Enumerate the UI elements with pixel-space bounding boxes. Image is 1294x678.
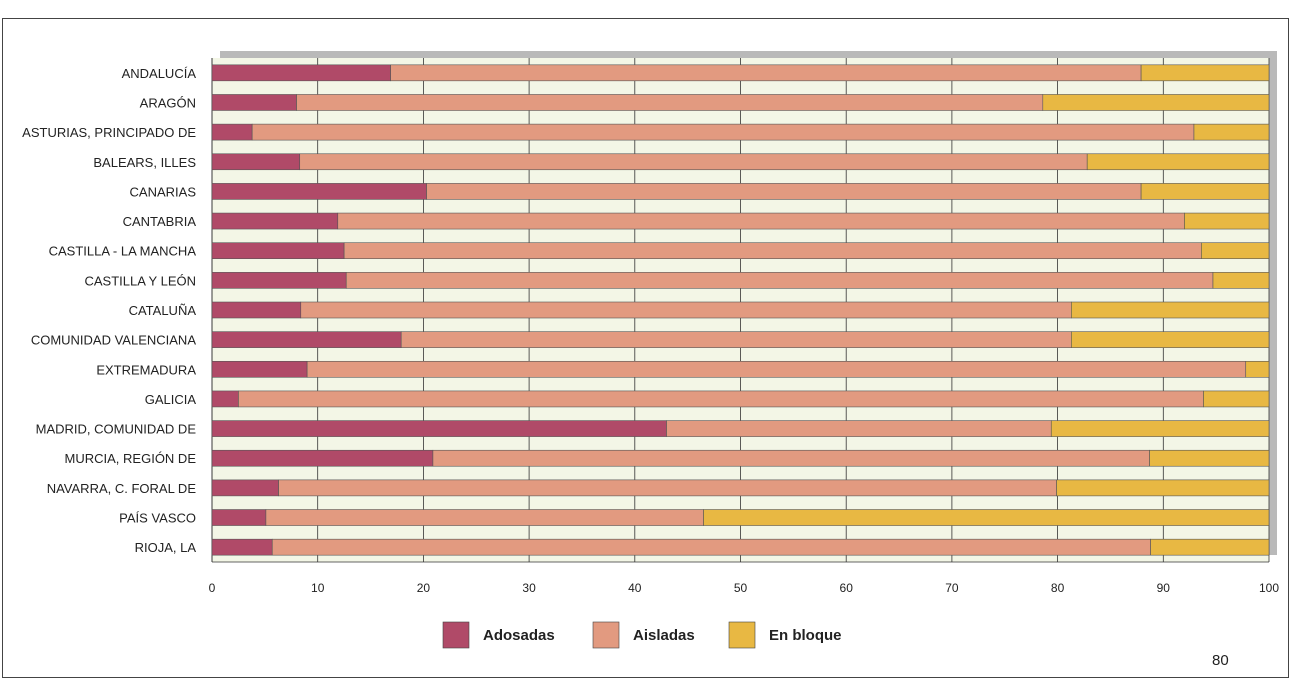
bar-en-bloque-1 (1042, 94, 1270, 111)
bar-aisladas-8 (300, 301, 1072, 319)
bar-aisladas-0 (390, 64, 1142, 82)
bar-en-bloque-16 (1150, 538, 1270, 556)
bar-adosadas-6 (211, 242, 345, 260)
category-label: RIOJA, LA (135, 540, 197, 555)
x-tick-labels: 0 10 20 30 40 50 60 70 80 90 100 (209, 581, 1280, 595)
category-label: ASTURIAS, PRINCIPADO DE (22, 125, 196, 140)
bar-en-bloque-12 (1050, 420, 1270, 437)
category-label: NAVARRA, C. FORAL DE (47, 481, 197, 496)
category-label: ARAGÓN (140, 95, 196, 110)
plot-shadow (220, 51, 1277, 555)
bar-aisladas-4 (426, 183, 1142, 200)
plot-shadow-top (220, 51, 1277, 58)
legend-swatch-0 (442, 621, 470, 649)
x-tick-label: 50 (734, 581, 748, 595)
bar-aisladas-7 (345, 272, 1214, 289)
bar-adosadas-0 (211, 64, 391, 82)
bar-aisladas-5 (337, 212, 1185, 230)
bar-aisladas-1 (296, 94, 1044, 111)
category-label: CANTABRIA (123, 214, 197, 229)
bar-adosadas-15 (211, 509, 267, 526)
x-tick-label: 0 (209, 581, 216, 595)
bars (211, 64, 1270, 556)
category-label: CASTILLA - LA MANCHA (49, 244, 197, 259)
bar-aisladas-16 (271, 538, 1151, 556)
bar-en-bloque-15 (703, 509, 1270, 526)
bar-aisladas-3 (299, 153, 1088, 171)
category-label: EXTREMADURA (96, 362, 196, 377)
bar-adosadas-1 (211, 94, 297, 111)
legend-label: Adosadas (483, 627, 555, 644)
bar-en-bloque-8 (1071, 301, 1270, 319)
category-labels: ANDALUCÍA ARAGÓN ASTURIAS, PRINCIPADO DE BA… (22, 66, 196, 555)
bar-aisladas-12 (666, 420, 1052, 437)
bar-en-bloque-5 (1184, 212, 1270, 230)
plot-shadow-right (1269, 51, 1277, 555)
category-label: PAÍS VASCO (119, 511, 196, 526)
bar-aisladas-6 (343, 242, 1202, 260)
bar-adosadas-13 (211, 449, 434, 467)
bar-aisladas-15 (265, 509, 704, 526)
bar-adosadas-7 (211, 272, 347, 289)
bar-aisladas-13 (432, 449, 1150, 467)
bar-en-bloque-6 (1201, 242, 1270, 260)
legend-label: Aisladas (633, 627, 695, 644)
bar-aisladas-9 (400, 331, 1072, 348)
bar-aisladas-14 (278, 479, 1057, 497)
bar-aisladas-11 (238, 390, 1204, 408)
category-label: CATALUÑA (129, 303, 197, 318)
bar-en-bloque-2 (1193, 123, 1270, 141)
legend-swatch-1 (592, 621, 620, 649)
bar-adosadas-9 (211, 331, 402, 348)
bar-aisladas-2 (251, 123, 1195, 141)
category-label: CANARIAS (130, 184, 197, 199)
category-label: GALICIA (145, 392, 197, 407)
bar-aisladas-10 (306, 360, 1247, 378)
bar-adosadas-4 (211, 183, 427, 200)
x-tick-label: 100 (1259, 581, 1279, 595)
bar-en-bloque-4 (1140, 183, 1270, 200)
x-tick-label: 20 (417, 581, 431, 595)
category-label: ANDALUCÍA (122, 66, 197, 81)
category-label: COMUNIDAD VALENCIANA (31, 333, 197, 348)
category-label: CASTILLA Y LEÓN (84, 273, 196, 288)
bar-adosadas-11 (211, 390, 239, 408)
bar-en-bloque-0 (1140, 64, 1270, 82)
legend-swatch-2 (728, 621, 756, 649)
bar-en-bloque-10 (1245, 360, 1270, 378)
bar-adosadas-2 (211, 123, 253, 141)
bar-en-bloque-13 (1149, 449, 1270, 467)
x-tick-label: 80 (1051, 581, 1065, 595)
bar-en-bloque-9 (1071, 331, 1270, 348)
category-label: MADRID, COMUNIDAD DE (36, 422, 197, 437)
bar-adosadas-10 (211, 360, 308, 378)
bar-en-bloque-14 (1056, 479, 1270, 497)
x-tick-label: 70 (945, 581, 959, 595)
bar-adosadas-3 (211, 153, 301, 171)
x-tick-label: 60 (840, 581, 854, 595)
bar-adosadas-16 (211, 538, 273, 556)
x-tick-label: 90 (1157, 581, 1171, 595)
bar-en-bloque-7 (1212, 272, 1270, 289)
bar-en-bloque-3 (1086, 153, 1270, 171)
category-label: MURCIA, REGIÓN DE (65, 451, 197, 466)
category-label: BALEARS, ILLES (93, 155, 196, 170)
page-number: 80 (1212, 652, 1229, 669)
bar-en-bloque-11 (1203, 390, 1270, 408)
x-tick-label: 30 (522, 581, 536, 595)
x-tick-label: 40 (628, 581, 642, 595)
legend: Adosadas Aisladas En bloque (442, 621, 842, 649)
bar-adosadas-14 (211, 479, 279, 497)
bar-adosadas-12 (211, 420, 667, 437)
bar-adosadas-8 (211, 301, 302, 319)
bar-adosadas-5 (211, 212, 339, 230)
x-tick-label: 10 (311, 581, 325, 595)
legend-label: En bloque (769, 627, 842, 644)
